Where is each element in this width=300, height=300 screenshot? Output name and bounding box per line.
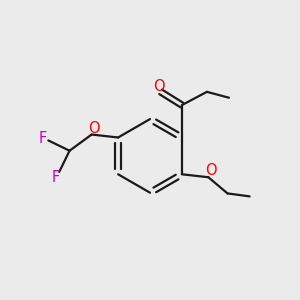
Text: O: O (88, 121, 100, 136)
Text: O: O (153, 79, 165, 94)
Text: F: F (52, 170, 60, 185)
Text: O: O (205, 163, 217, 178)
Text: F: F (39, 131, 47, 146)
